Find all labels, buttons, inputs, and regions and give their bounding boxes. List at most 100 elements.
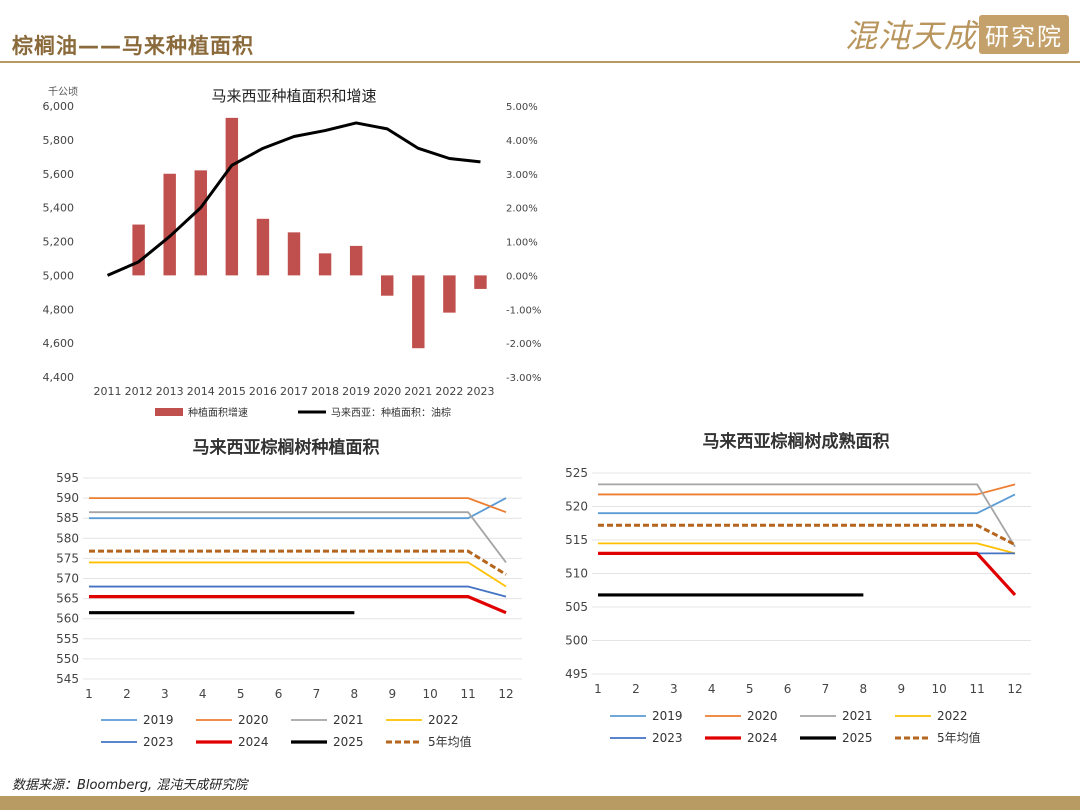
mature-x-tick: 1 bbox=[594, 682, 602, 696]
planted-series-5年均值 bbox=[89, 549, 507, 576]
planted-x-tick: 6 bbox=[275, 687, 283, 701]
mature-x-tick: 9 bbox=[897, 682, 905, 696]
mature-x-tick: 2 bbox=[632, 682, 640, 696]
combo-bar bbox=[318, 253, 332, 276]
planted-y-tick: 570 bbox=[56, 572, 79, 586]
mature-legend-label: 2023 bbox=[652, 731, 683, 745]
planted-series-2022 bbox=[89, 561, 507, 588]
mature-y-tick: 495 bbox=[565, 667, 588, 681]
planted-legend-label: 2023 bbox=[143, 735, 174, 749]
mature-legend-label: 5年均值 bbox=[937, 730, 981, 745]
mature-x-tick: 3 bbox=[670, 682, 678, 696]
planted-y-tick: 550 bbox=[56, 652, 79, 666]
combo-right-tick: 4.00% bbox=[506, 136, 538, 147]
planted-series-2023 bbox=[89, 585, 507, 598]
combo-left-tick: 5,600 bbox=[43, 168, 75, 181]
combo-bar bbox=[163, 173, 176, 276]
combo-right-tick: 1.00% bbox=[506, 238, 538, 249]
mature-series-2020 bbox=[598, 483, 1016, 496]
combo-legend-swatch-bar bbox=[155, 408, 183, 416]
combo-bar bbox=[381, 275, 394, 296]
mature-y-tick: 515 bbox=[565, 533, 588, 547]
combo-x-tick: 2016 bbox=[249, 385, 277, 398]
mature-x-tick: 5 bbox=[746, 682, 754, 696]
source-note: 数据来源：Bloomberg, 混沌天成研究院 bbox=[12, 778, 248, 793]
combo-x-tick: 2015 bbox=[218, 385, 246, 398]
combo-x-tick: 2011 bbox=[94, 385, 122, 398]
mature-y-tick: 520 bbox=[565, 500, 588, 514]
mature-series-2024 bbox=[598, 551, 1017, 597]
combo-right-tick: -1.00% bbox=[506, 305, 541, 316]
footer-bar bbox=[0, 796, 1080, 810]
logo-script: 混沌天成 bbox=[845, 17, 978, 55]
combo-bar bbox=[194, 170, 207, 276]
combo-left-tick: 5,800 bbox=[43, 134, 75, 147]
combo-x-tick: 2022 bbox=[435, 385, 463, 398]
planted-x-tick: 4 bbox=[199, 687, 207, 701]
combo-bar bbox=[443, 275, 456, 313]
combo-right-tick: -3.00% bbox=[506, 373, 541, 384]
combo-left-tick: 4,600 bbox=[43, 337, 75, 350]
planted-x-tick: 3 bbox=[161, 687, 169, 701]
combo-bar bbox=[225, 117, 239, 276]
mature-legend-label: 2019 bbox=[652, 709, 683, 723]
planted-x-tick: 7 bbox=[313, 687, 321, 701]
planted-series-2019 bbox=[89, 497, 507, 520]
planted-x-tick: 8 bbox=[351, 687, 359, 701]
combo-x-tick: 2013 bbox=[156, 385, 184, 398]
combo-bar bbox=[412, 275, 425, 349]
planted-x-tick: 9 bbox=[388, 687, 396, 701]
mature-series-2021 bbox=[598, 483, 1016, 548]
mature-series-5年均值 bbox=[598, 523, 1016, 547]
combo-bar bbox=[349, 245, 363, 276]
combo-left-tick: 6,000 bbox=[43, 100, 75, 113]
combo-left-tick: 5,000 bbox=[43, 269, 75, 282]
planted-series-2021 bbox=[89, 511, 507, 563]
planted-x-tick: 5 bbox=[237, 687, 245, 701]
planted-series-2024 bbox=[89, 594, 507, 615]
combo-left-tick: 5,200 bbox=[43, 236, 75, 249]
planted-y-tick: 580 bbox=[56, 531, 79, 545]
combo-x-tick: 2014 bbox=[187, 385, 215, 398]
planted-y-tick: 590 bbox=[56, 491, 79, 505]
combo-right-tick: -2.00% bbox=[506, 339, 541, 350]
mature-x-tick: 8 bbox=[860, 682, 868, 696]
combo-legend-label-bar: 种植面积增速 bbox=[188, 406, 248, 419]
planted-x-tick: 11 bbox=[460, 687, 475, 701]
combo-left-tick: 4,800 bbox=[43, 303, 75, 316]
planted-x-tick: 1 bbox=[85, 687, 93, 701]
planted-y-tick: 595 bbox=[56, 471, 79, 485]
combo-right-tick: 3.00% bbox=[506, 170, 538, 181]
charts-canvas: 马来西亚种植面积和增速 千公顷 6,000 5,800 5,600 5,400 5,200 5… bbox=[43, 86, 1031, 749]
mature-y-tick: 505 bbox=[565, 600, 588, 614]
planted-y-tick: 560 bbox=[56, 612, 79, 626]
combo-x-tick: 2017 bbox=[280, 385, 308, 398]
planted-legend-label: 2022 bbox=[428, 713, 459, 727]
mature-x-tick: 6 bbox=[784, 682, 792, 696]
mature-y-tick: 510 bbox=[565, 567, 588, 581]
combo-line bbox=[106, 121, 481, 277]
mature-x-tick: 11 bbox=[969, 682, 984, 696]
mature-title: 马来西亚棕榈树成熟面积 bbox=[703, 431, 890, 452]
combo-bar bbox=[287, 232, 301, 276]
mature-legend-label: 2024 bbox=[747, 731, 778, 745]
combo-bar bbox=[132, 224, 145, 276]
mature-legend-label: 2021 bbox=[842, 709, 873, 723]
mature-legend-label: 2020 bbox=[747, 709, 778, 723]
combo-bar bbox=[474, 275, 487, 289]
mature-x-tick: 4 bbox=[708, 682, 716, 696]
mature-x-tick: 10 bbox=[932, 682, 947, 696]
mature-series-2022 bbox=[598, 542, 1016, 555]
combo-x-tick: 2019 bbox=[342, 385, 370, 398]
planted-title: 马来西亚棕榈树种植面积 bbox=[193, 437, 380, 458]
combo-right-tick: 5.00% bbox=[506, 102, 538, 113]
planted-legend-label: 2024 bbox=[238, 735, 269, 749]
combo-ylabel-left: 千公顷 bbox=[48, 86, 78, 98]
planted-series-2020 bbox=[89, 497, 507, 514]
planted-legend-label: 2020 bbox=[238, 713, 269, 727]
planted-y-tick: 575 bbox=[56, 551, 79, 565]
planted-x-tick: 2 bbox=[123, 687, 131, 701]
brand-logo: 混沌天成 研究院 bbox=[845, 14, 1070, 55]
mature-y-tick: 500 bbox=[565, 634, 588, 648]
mature-legend-label: 2025 bbox=[842, 731, 873, 745]
